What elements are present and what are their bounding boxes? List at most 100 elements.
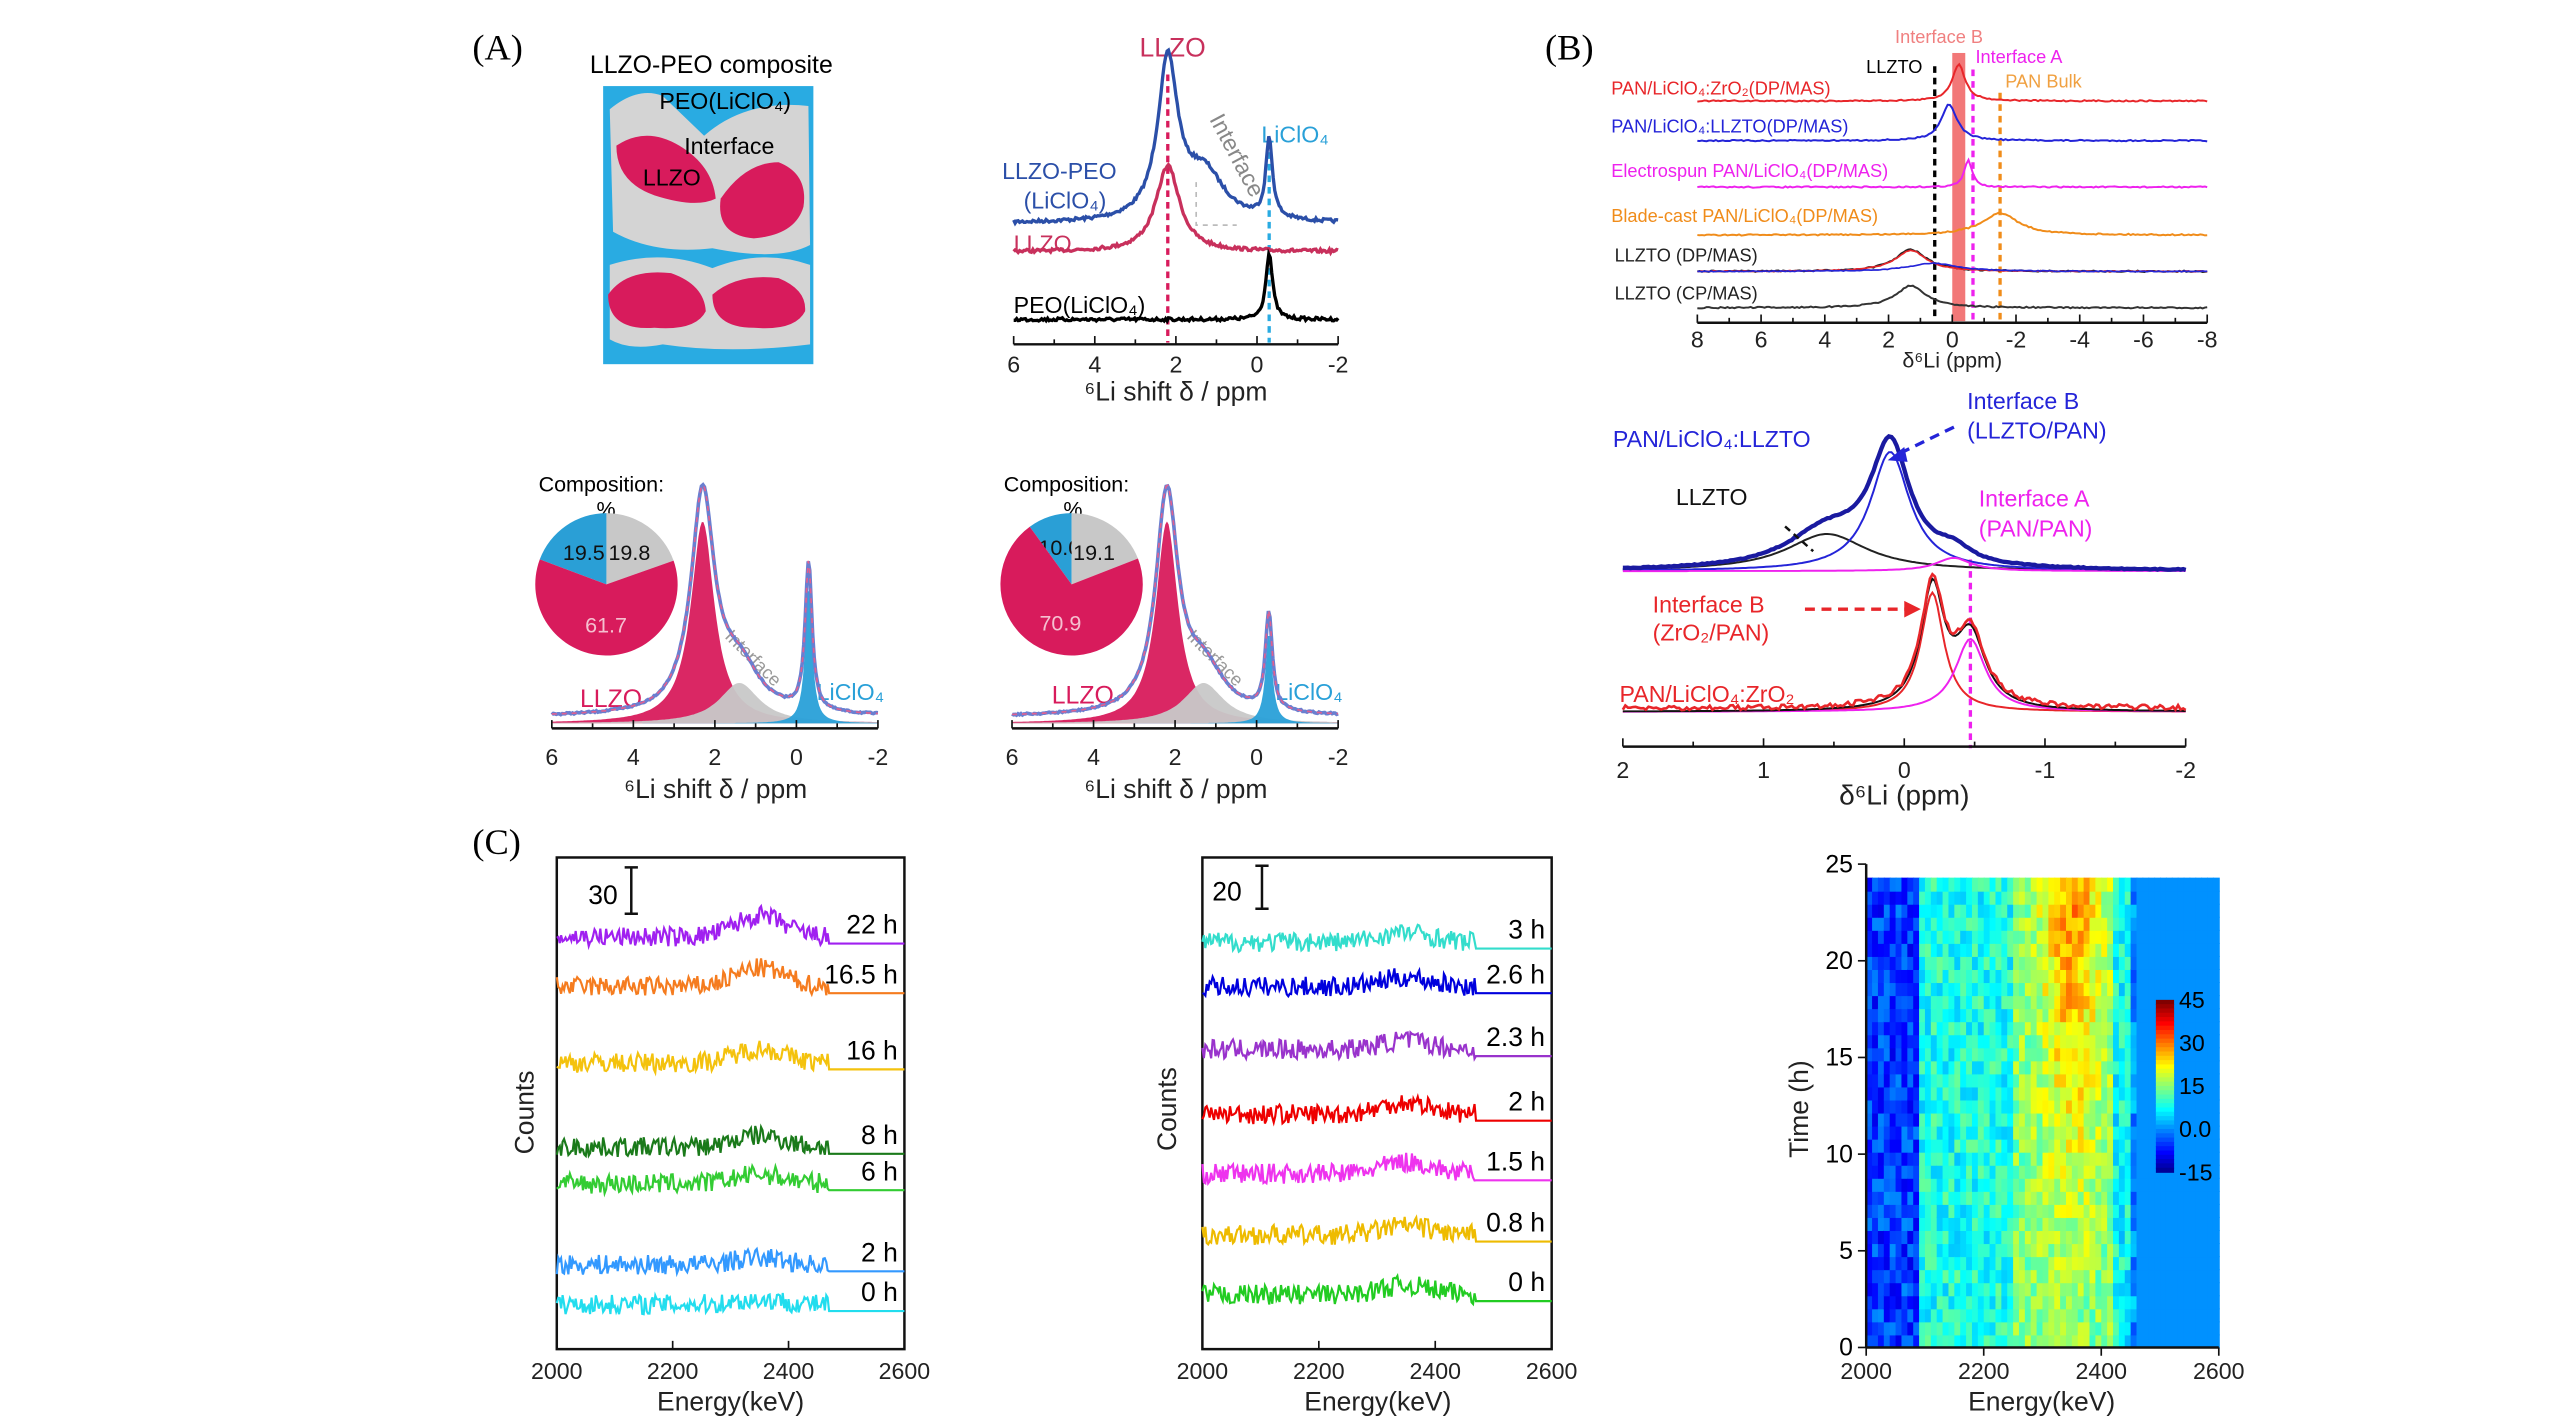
heatmap-cell	[2201, 1216, 2209, 1232]
heatmap-cell	[2077, 1308, 2085, 1323]
heatmap-cell	[1960, 903, 1968, 918]
heatmap-cell	[2201, 1138, 2209, 1153]
heatmap-cell	[1872, 1034, 1879, 1049]
heatmap-cell	[2136, 942, 2144, 957]
heatmap-cell	[2148, 1216, 2156, 1232]
heatmap-cell	[2195, 1334, 2203, 1349]
heatmap-cell	[1924, 942, 1932, 957]
heatmap-cell	[2207, 982, 2214, 997]
heatmap-cell	[2101, 877, 2109, 892]
heatmap-cell	[1883, 1021, 1891, 1036]
heatmap-cell	[1977, 1112, 1985, 1127]
heatmap-cell	[1995, 1034, 2003, 1049]
heatmap-cell	[2171, 1216, 2179, 1232]
x-tick-label: -1	[2035, 757, 2056, 783]
heatmap-cell	[1983, 1269, 1991, 1284]
heatmap-cell	[1971, 1334, 1979, 1349]
heatmap-cell	[2130, 1282, 2138, 1297]
heatmap-cell	[1948, 1282, 1956, 1297]
heatmap-cell	[1954, 1047, 1962, 1062]
heatmap-cell	[2089, 982, 2097, 997]
heatmap-cell	[1883, 1256, 1891, 1271]
heatmap-cell	[2148, 982, 2156, 997]
heatmap-cell	[1971, 1112, 1979, 1127]
panel-label-a: (A)	[472, 28, 523, 68]
heatmap-cell	[1971, 1243, 1979, 1258]
heatmap-cell	[2201, 1243, 2209, 1258]
heatmap-cell	[2142, 942, 2150, 957]
heatmap-cell	[2030, 1047, 2038, 1062]
heatmap-cell	[2024, 1125, 2032, 1140]
heatmap-cell	[2124, 982, 2132, 997]
heatmap-cell	[2071, 877, 2079, 892]
heatmap-cell	[2207, 1256, 2214, 1271]
heatmap-cell	[1930, 1021, 1938, 1036]
x-tick-label: 2200	[1958, 1358, 2010, 1384]
heatmap-cell	[1948, 1321, 1956, 1336]
heatmap-cell	[2089, 968, 2097, 984]
series-label: 2.6 h	[1486, 959, 1545, 989]
heatmap-cell	[1971, 1086, 1979, 1101]
heatmap-cell	[2177, 1021, 2185, 1036]
heatmap-cell	[2042, 1230, 2050, 1245]
heatmap-cell	[2024, 1164, 2032, 1179]
heatmap-cell	[1924, 1308, 1932, 1323]
heatmap-cell	[2018, 1282, 2026, 1297]
envelope-data-line	[1012, 484, 1339, 716]
colorbar-segment	[2155, 1159, 2175, 1165]
heatmap-cell	[2113, 1282, 2120, 1297]
heatmap-cell	[2101, 1125, 2109, 1140]
heatmap-cell	[1866, 1190, 1874, 1205]
heatmap-cell	[1942, 1021, 1950, 1036]
heatmap-cell	[2177, 1308, 2185, 1323]
heatmap-cell	[1948, 1295, 1956, 1310]
heatmap-cell	[2101, 929, 2109, 944]
heatmap-cell	[2189, 929, 2197, 944]
x-tick-label: 2400	[763, 1358, 815, 1384]
heatmap-cell	[1907, 1269, 1915, 1284]
heatmap-cell	[1960, 929, 1968, 944]
heatmap-cell	[2030, 1230, 2038, 1245]
heatmap-cell	[1883, 903, 1891, 918]
heatmap-cell	[2060, 1334, 2067, 1349]
heatmap-cell	[1977, 1138, 1985, 1153]
heatmap-cell	[2001, 1256, 2009, 1271]
heatmap-cell	[2136, 903, 2144, 918]
spectrum-line	[1201, 966, 1552, 999]
heatmap-cell	[2095, 982, 2103, 997]
heatmap-cell	[1942, 1047, 1950, 1062]
heatmap-cell	[1919, 1177, 1926, 1192]
colorbar-segment	[2155, 1012, 2175, 1018]
heatmap-cell	[2171, 1021, 2179, 1036]
heatmap-cell	[2007, 916, 2015, 931]
heatmap-cell	[1907, 1190, 1915, 1205]
heatmap-cell	[1960, 877, 1968, 892]
heatmap-cell	[1872, 929, 1879, 944]
heatmap-cell	[2036, 982, 2044, 997]
heatmap-cell	[2018, 942, 2026, 957]
a1-liclo4-label: LiClO₄	[1261, 121, 1328, 147]
series-label: 3 h	[1508, 915, 1545, 945]
colorbar-segment	[2155, 1055, 2175, 1061]
heatmap-cell	[2113, 1125, 2120, 1140]
heatmap-cell	[2048, 1073, 2056, 1088]
c1-ylabel: Counts	[510, 1070, 540, 1154]
heatmap-cell	[2001, 982, 2009, 997]
heatmap-cell	[2054, 1321, 2062, 1336]
heatmap-cell	[2024, 1086, 2032, 1101]
heatmap-cell	[1913, 903, 1921, 918]
heatmap-cell	[2065, 916, 2073, 931]
heatmap-cell	[2001, 955, 2009, 970]
heatmap-cell	[2071, 1151, 2079, 1166]
heatmap-cell	[2183, 1125, 2191, 1140]
heatmap-cell	[1995, 1151, 2003, 1166]
heatmap-cell	[2042, 1256, 2050, 1271]
colorbar-segment	[2155, 1017, 2175, 1023]
heatmap-cell	[2007, 1021, 2015, 1036]
heatmap-cell	[2089, 1086, 2097, 1101]
heatmap-cell	[1966, 1099, 1973, 1114]
heatmap-cell	[1889, 1151, 1897, 1166]
heatmap-cell	[2142, 955, 2150, 970]
heatmap-cell	[2101, 1216, 2109, 1232]
heatmap-cell	[1954, 1021, 1962, 1036]
